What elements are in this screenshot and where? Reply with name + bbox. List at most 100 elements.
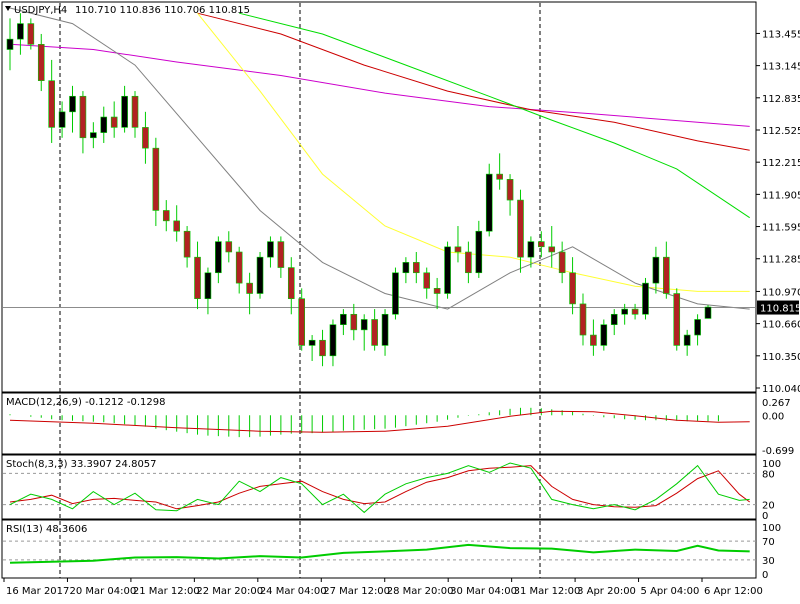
sma-gray-line (9, 7, 750, 310)
time-tick-label: 16 Mar 2017 (6, 586, 69, 597)
candle-body (6, 38, 14, 50)
candle-body (423, 272, 431, 289)
candle-body (527, 241, 535, 258)
time-tick-label: 28 Mar 20:00 (387, 586, 454, 597)
candle-body (621, 308, 628, 315)
candle-body (371, 319, 378, 346)
candle-body (652, 256, 660, 284)
macd-signal-line (9, 410, 750, 433)
candle-body (121, 95, 128, 128)
time-tick-label: 21 Mar 12:00 (133, 586, 200, 597)
time-tick-label: 22 Mar 20:00 (196, 586, 263, 597)
price-tick-label: 112.525 (762, 126, 800, 137)
stoch-tick-label: 20 (762, 501, 775, 512)
candle-body (381, 313, 389, 346)
time-tick-label: 6 Apr 12:00 (704, 586, 763, 597)
candle-body (215, 241, 222, 274)
candle-body (152, 147, 160, 211)
macd-tick-label: -0.699 (762, 446, 794, 457)
rsi-plot (3, 540, 756, 564)
candle-body (37, 44, 45, 81)
candle-body (246, 282, 253, 294)
candle-body (360, 319, 368, 331)
price-tick-label: 113.145 (762, 62, 800, 73)
candle-body (194, 256, 201, 300)
candle-body (329, 324, 337, 357)
price-tick-label: 112.215 (762, 158, 800, 169)
candle-body (48, 80, 55, 128)
time-tick-label: 30 Mar 04:00 (450, 586, 517, 597)
candle-body (131, 95, 139, 128)
candle-body (142, 127, 149, 149)
time-tick-label: 5 Apr 04:00 (641, 586, 700, 597)
candle-body (402, 262, 410, 274)
candle-body (558, 251, 566, 274)
ohlc-label: 110.710 110.836 110.706 110.815 (75, 5, 250, 16)
candle-body (694, 319, 701, 336)
candle-body (569, 272, 576, 305)
candle-body (204, 272, 212, 300)
symbol-label: USDJPY,H4 (14, 5, 67, 16)
stoch-plot (3, 462, 756, 514)
candle-body (704, 306, 712, 319)
rsi-tick-label: 100 (762, 523, 781, 534)
candle-body (350, 313, 358, 331)
candle-body (287, 267, 295, 300)
macd-tick-label: 0.00 (762, 411, 784, 422)
candle-body (110, 116, 118, 128)
candle-body (579, 303, 587, 336)
price-tick-label: 110.970 (762, 287, 800, 298)
candle-body (235, 251, 243, 284)
macd-label: MACD(12,26,9) -0.1212 -0.1298 (6, 397, 166, 408)
candle-body (465, 251, 472, 274)
axis-labels: 113.455 113.145 112.835 112.525 112.215 111.9… (3, 29, 800, 597)
candle-body (673, 293, 681, 346)
symbol-dropdown-icon[interactable] (5, 6, 11, 11)
candle-body (444, 246, 451, 294)
stoch-label: Stoch(8,3,3) 33.3907 24.8057 (6, 459, 157, 470)
candle-body (319, 339, 326, 357)
rsi-label: RSI(13) 48.3606 (6, 524, 87, 535)
macd-tick-label: 0.267 (762, 398, 791, 409)
candle-body (79, 95, 87, 139)
time-tick-label: 31 Mar 12:00 (514, 586, 581, 597)
current-price-label: 110.815 (760, 304, 800, 315)
candle-body (600, 324, 608, 346)
candle-body (663, 256, 670, 294)
price-tick-label: 111.595 (762, 223, 800, 234)
candle-body (100, 116, 108, 133)
candle-body (183, 230, 191, 258)
candle-body (590, 334, 597, 346)
time-tick-label: 3 Apr 20:00 (577, 586, 636, 597)
price-tick-label: 110.350 (762, 352, 800, 363)
stoch-tick-label: 100 (762, 459, 781, 470)
stoch-tick-label: 80 (762, 469, 775, 480)
candle-body (683, 334, 691, 346)
price-tick-label: 111.905 (762, 190, 800, 201)
stoch-pane-frame (1, 454, 757, 520)
candle-body (308, 339, 316, 346)
candle-body (340, 313, 347, 325)
candle-body (298, 298, 306, 346)
candle-body (485, 173, 493, 232)
sma-red-line (197, 12, 750, 151)
stoch-signal-line (9, 465, 751, 510)
rsi-tick-label: 70 (762, 537, 775, 548)
price-tick-label: 110.660 (762, 320, 800, 331)
rsi-tick-label: 30 (762, 556, 775, 567)
time-tick-label: 27 Mar 12:00 (323, 586, 390, 597)
candle-body (256, 256, 264, 294)
candle-body (267, 241, 274, 258)
candle-body (17, 23, 24, 40)
stoch-main-line (9, 462, 750, 514)
candle-body (433, 288, 441, 294)
candle-body (412, 262, 420, 274)
candle-body (475, 230, 483, 274)
candle-body (496, 173, 503, 180)
candle-body (90, 132, 97, 139)
candle-body (277, 241, 285, 268)
stoch-tick-label: 0 (762, 511, 768, 522)
macd-plot (9, 407, 750, 438)
